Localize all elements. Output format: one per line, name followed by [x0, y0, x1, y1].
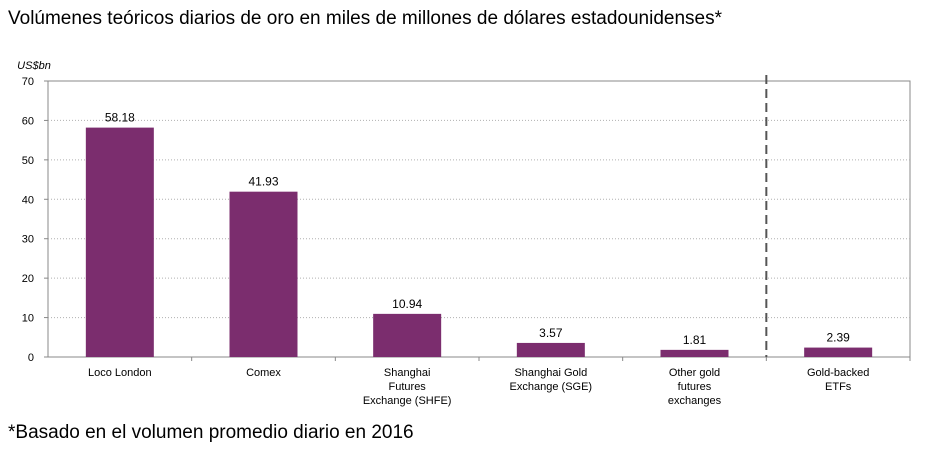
category-label-line: Gold-backed: [807, 367, 869, 379]
y-tick-label: 10: [22, 313, 34, 325]
category-label: Shanghai Gold Exchange (SGE): [510, 367, 593, 393]
bar: [85, 127, 154, 357]
category-label-line: Futures: [389, 381, 427, 393]
category-label: Comex: [246, 367, 281, 379]
data-label: 3.57: [539, 326, 563, 340]
footnote: *Basado en el volumen promedio diario en…: [8, 422, 414, 443]
category-label-line: Other gold: [669, 367, 720, 379]
y-tick-label: 50: [22, 155, 34, 167]
data-label: 41.93: [248, 175, 278, 189]
y-tick-label: 0: [28, 352, 34, 364]
bar: [229, 191, 298, 357]
category-label: Shanghai Futures Exchange (SHFE): [363, 367, 452, 407]
y-unit-label: US$bn: [17, 60, 51, 72]
category-label-line: Comex: [246, 367, 281, 379]
y-tick-label: 20: [22, 273, 34, 285]
category-label-line: exchanges: [668, 395, 722, 407]
category-label-line: Exchange (SGE): [510, 381, 593, 393]
category-label: Gold-backed ETFs: [807, 367, 869, 393]
bar: [516, 342, 585, 357]
category-label-line: Shanghai: [384, 367, 431, 379]
y-tick-label: 70: [22, 76, 34, 88]
y-tick-label: 30: [22, 234, 34, 246]
data-label: 10.94: [392, 297, 422, 311]
category-label-line: futures: [678, 381, 712, 393]
y-tick-label: 40: [22, 194, 34, 206]
category-label: Other gold futures exchanges: [668, 367, 722, 407]
data-label: 58.18: [105, 111, 135, 125]
category-label-line: Exchange (SHFE): [363, 395, 452, 407]
plot-frame: [47, 80, 911, 358]
data-label: 1.81: [683, 333, 707, 347]
category-label: Loco London: [88, 367, 152, 379]
category-label-line: Loco London: [88, 367, 152, 379]
data-label: 2.39: [826, 331, 850, 345]
category-label-line: Shanghai Gold: [514, 367, 587, 379]
bar: [373, 313, 442, 357]
category-label-line: ETFs: [825, 381, 852, 393]
bar: [660, 349, 729, 357]
bar: [804, 347, 873, 357]
y-tick-label: 60: [22, 115, 34, 127]
chart-title: Volúmenes teóricos diarios de oro en mil…: [8, 8, 722, 29]
